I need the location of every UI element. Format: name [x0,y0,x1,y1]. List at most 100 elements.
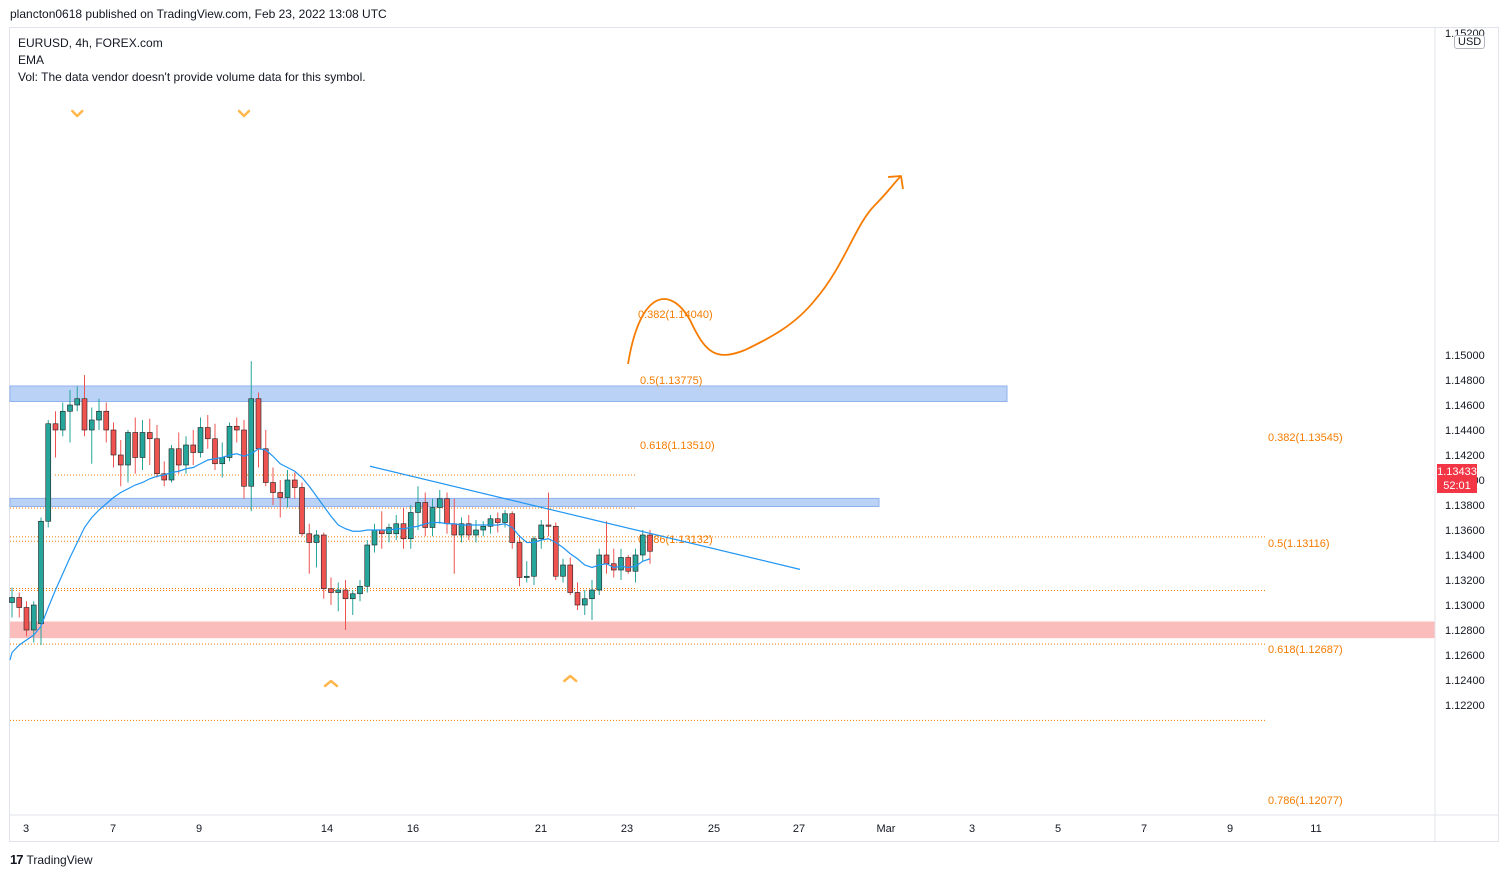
tradingview-logo[interactable]: 17 TradingView [10,852,93,867]
candle [603,521,610,574]
candle [393,515,400,540]
fib-level-label: 0.5(1.13775) [640,375,702,387]
fib-level-label: 0.618(1.12687) [1268,644,1343,656]
candle [444,492,450,534]
candle [545,492,552,537]
candle [639,530,646,562]
time-tick-label: 11 [1310,823,1321,835]
candle [255,392,262,468]
candle-body [262,448,269,483]
candle [371,523,378,553]
candle [132,417,139,474]
candle-body [444,498,450,525]
candle [197,417,204,458]
candle-body [204,427,211,440]
candle-body [371,529,378,546]
candle-body [502,513,508,523]
candle-body [647,534,653,552]
candle-body [567,564,574,593]
candle [465,515,472,540]
candle [538,520,545,549]
legend-indicator[interactable]: EMA [18,53,45,67]
candle [81,375,88,437]
candle-body [335,589,342,593]
candle-body [233,425,240,431]
candle-body [146,432,153,440]
candle-body [632,554,639,572]
candle-body [422,502,429,528]
candle-body [248,398,255,487]
price-tick-label: 1.12200 [1445,700,1485,712]
candle [45,420,52,528]
candle-body [38,520,44,625]
price-tick-label: 1.14600 [1445,400,1485,412]
candle-body [212,438,218,465]
candle [262,430,269,487]
currency-button[interactable]: USD [1454,35,1486,49]
time-tick-label: 5 [1055,823,1061,835]
candle [647,530,653,564]
candle [125,430,131,483]
candle [502,510,508,528]
candle-body [241,429,247,487]
price-tick-label: 1.12800 [1445,625,1485,637]
candle [190,430,197,465]
time-tick-label: 16 [407,823,419,835]
candle [342,580,349,630]
candle-body [465,523,472,536]
candles-layer [9,361,653,645]
candle [277,480,284,518]
candle-body [190,444,197,453]
candle-body [523,575,530,578]
candle [364,540,371,593]
candle-body [291,479,298,488]
time-tick-label: 14 [321,823,333,835]
price-tick-label: 1.15000 [1445,350,1485,362]
current-price-value: 1.13433 [1437,466,1477,478]
time-tick-label: 27 [793,823,805,835]
fib-level-label: 0.382(1.14040) [638,309,713,321]
candle [219,442,226,478]
candle-body [299,487,305,535]
candle [451,498,458,574]
candle-body [596,554,603,591]
candle [9,587,15,618]
candle [103,402,110,443]
candle [422,492,429,537]
candle [23,601,30,637]
price-axis: 1.152001.150001.148001.146001.144001.142… [1434,28,1485,842]
candle-body [451,523,458,536]
price-tick-label: 1.13600 [1445,525,1485,537]
candle [161,461,168,487]
candle-body [284,479,291,498]
candle-body [458,523,465,536]
candle-body [103,410,110,431]
time-tick-label: 21 [535,823,547,835]
price-tick-label: 1.13400 [1445,550,1485,562]
candle-body [125,432,131,466]
candle-body [175,448,182,466]
candle [168,445,175,483]
candle [581,590,588,615]
candle-body [255,398,262,450]
candle [233,417,240,443]
candle [154,425,160,478]
candle [596,548,603,595]
candle-body [110,429,117,456]
candle [349,590,356,615]
candle [88,407,95,464]
candle [284,470,291,508]
fib-level-label: 0.618(1.13510) [640,440,715,452]
time-tick-label: 9 [1227,823,1233,835]
candle-body [552,525,559,577]
candle [204,415,211,449]
time-tick-label: Mar [877,823,896,835]
legend-symbol[interactable]: EURUSD, 4h, FOREX.com [18,36,163,50]
candle-body [88,419,95,431]
chart-frame [9,27,1499,842]
tradingview-logo-icon: 17 [10,852,24,867]
projection-path [627,176,901,365]
candle-body [429,507,436,528]
candle-body [306,533,313,543]
